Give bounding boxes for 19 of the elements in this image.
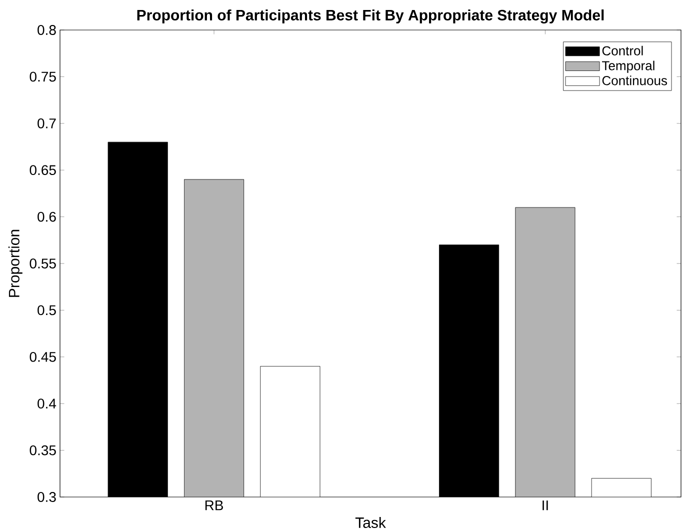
legend-label: Temporal (602, 60, 654, 73)
x-tick-label: II (542, 500, 548, 510)
y-tick-label: 0.55 (30, 258, 56, 268)
y-tick-label: 0.3 (38, 492, 56, 502)
y-tick-label: 0.6 (38, 212, 56, 222)
y-tick-label: 0.4 (38, 398, 56, 408)
y-tick-label: 0.7 (38, 118, 56, 128)
y-tick-label: 0.5 (38, 305, 56, 316)
legend-label: Continuous (602, 76, 668, 86)
chart-title: Proportion of Participants Best Fit By Appropriate Strategy Model (137, 9, 604, 24)
y-tick-label: 0.45 (30, 352, 56, 362)
y-tick-label: 0.8 (38, 24, 56, 35)
y-axis-title: Proportion (8, 230, 22, 297)
y-tick-label: 0.75 (30, 72, 56, 82)
y-tick-label: 0.35 (30, 445, 56, 456)
y-tick-label: 0.65 (30, 164, 56, 175)
legend-label: Control (602, 46, 643, 56)
x-axis-title: Task (355, 516, 386, 528)
x-tick-label: RB (205, 500, 223, 510)
